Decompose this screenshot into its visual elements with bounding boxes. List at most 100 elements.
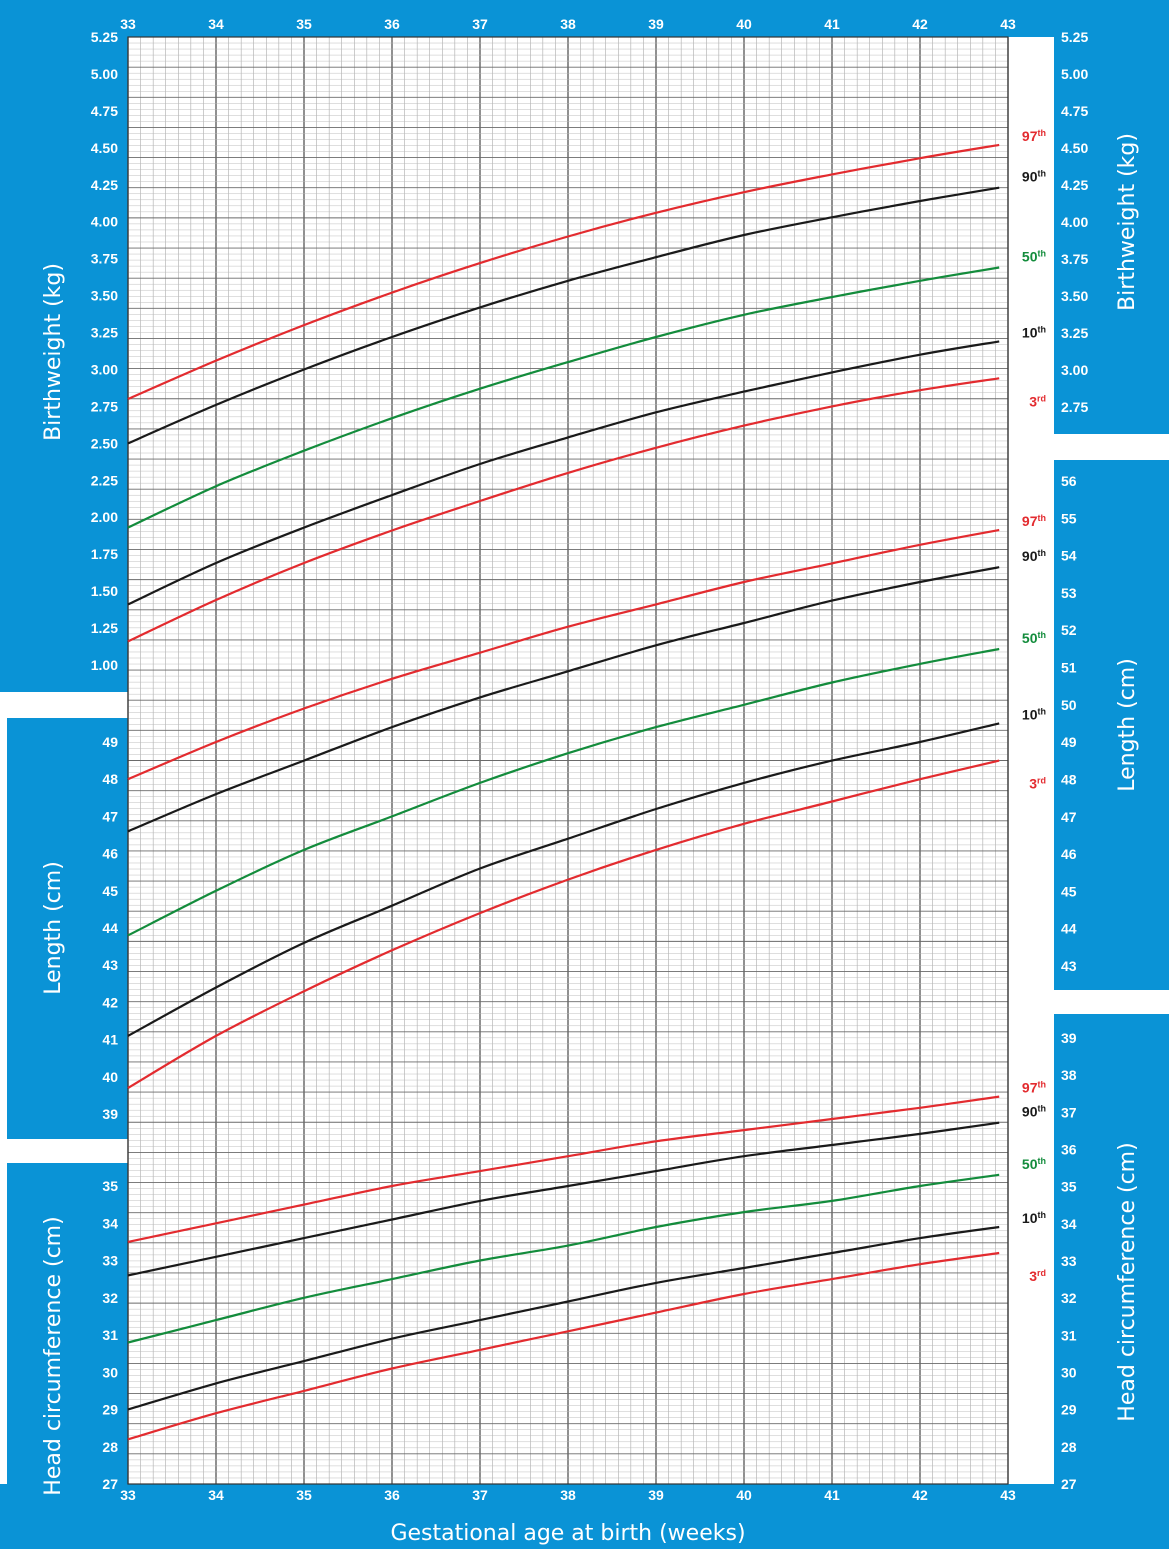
y-tick-right: 32 <box>1061 1290 1077 1306</box>
y-tick-right: 4.00 <box>1061 214 1088 230</box>
chart-labels: 33 33 34 34 35 35 36 36 37 37 38 38 39 39 40 40 41 41 42 42… <box>41 16 1140 1546</box>
curve-1-p3 <box>127 377 1000 643</box>
percentile-label-1-p97: 97th <box>1022 128 1046 144</box>
y-tick-right: 27 <box>1061 1476 1077 1492</box>
y-tick-left: 41 <box>102 1032 118 1048</box>
x-tick-bottom: 36 <box>384 1487 400 1503</box>
y-tick-left: 42 <box>102 994 118 1010</box>
percentile-label-column <box>1008 37 1054 1484</box>
percentile-label-1-p50: 50th <box>1022 249 1046 265</box>
x-tick-bottom: 43 <box>1000 1487 1016 1503</box>
x-tick-top: 42 <box>912 16 928 32</box>
percentile-label-3-p3: 3rd <box>1029 1268 1046 1284</box>
right-panel-2 <box>1054 460 1169 990</box>
top-axis-band <box>0 0 1169 37</box>
y-tick-left: 35 <box>102 1178 118 1194</box>
y-tick-left: 2.25 <box>91 472 118 488</box>
y-tick-right: 4.75 <box>1061 103 1088 119</box>
y-tick-right: 36 <box>1061 1142 1077 1158</box>
y-tick-left: 44 <box>102 920 118 936</box>
y-tick-right: 46 <box>1061 846 1077 862</box>
y-tick-right: 2.75 <box>1061 399 1088 415</box>
percentile-label-3-p90: 90th <box>1022 1104 1046 1120</box>
y-tick-left: 34 <box>102 1215 118 1231</box>
left-panel-2 <box>7 718 128 1139</box>
y-tick-right: 56 <box>1061 473 1077 489</box>
x-axis-title: Gestational age at birth (weeks) <box>390 1521 745 1546</box>
y-tick-left: 32 <box>102 1290 118 1306</box>
y-tick-right: 48 <box>1061 771 1077 787</box>
percentile-label-1-p90: 90th <box>1022 169 1046 185</box>
curve-3-p97 <box>127 1095 1000 1243</box>
y-tick-left: 3.50 <box>91 288 118 304</box>
y-tick-left: 1.50 <box>91 583 118 599</box>
y-tick-right: 47 <box>1061 809 1077 825</box>
bottom-axis-band <box>0 1484 1169 1549</box>
y-tick-left: 31 <box>102 1327 118 1343</box>
y-tick-right: 30 <box>1061 1365 1077 1381</box>
y-axis-title-right: Birthweight (kg) <box>1115 133 1140 311</box>
y-tick-right: 37 <box>1061 1104 1077 1120</box>
y-tick-left: 48 <box>102 771 118 787</box>
x-tick-bottom: 38 <box>560 1487 576 1503</box>
y-tick-right: 54 <box>1061 548 1077 564</box>
x-tick-bottom: 39 <box>648 1487 664 1503</box>
percentile-label-3-p50: 50th <box>1022 1156 1046 1172</box>
y-tick-right: 38 <box>1061 1067 1077 1083</box>
percentile-label-2-p3: 3rd <box>1029 776 1046 792</box>
x-tick-bottom: 42 <box>912 1487 928 1503</box>
curve-3-p90 <box>127 1121 1000 1277</box>
percentile-label-2-p97: 97th <box>1022 513 1046 529</box>
y-tick-right: 5.00 <box>1061 66 1088 82</box>
y-tick-right: 31 <box>1061 1327 1077 1343</box>
y-tick-left: 4.00 <box>91 214 118 230</box>
curve-3-p3 <box>127 1251 1000 1441</box>
percentile-label-1-p10: 10th <box>1022 324 1046 340</box>
y-tick-right: 53 <box>1061 585 1077 601</box>
y-tick-right: 51 <box>1061 660 1077 676</box>
plot-border <box>127 36 1009 1485</box>
y-tick-left: 4.50 <box>91 140 118 156</box>
y-tick-left: 1.25 <box>91 620 118 636</box>
y-tick-left: 2.75 <box>91 398 118 414</box>
curve-2-p3 <box>127 759 1000 1089</box>
right-panel-3 <box>1054 1014 1169 1549</box>
percentile-label-2-p10: 10th <box>1022 706 1046 722</box>
y-tick-right: 55 <box>1061 510 1077 526</box>
y-axis-title-left: Length (cm) <box>41 861 66 995</box>
curve-2-p50 <box>127 647 1000 937</box>
x-tick-bottom: 40 <box>736 1487 752 1503</box>
y-tick-left: 49 <box>102 734 118 750</box>
percentile-label-3-p10: 10th <box>1022 1210 1046 1226</box>
y-tick-left: 40 <box>102 1069 118 1085</box>
y-tick-right: 50 <box>1061 697 1077 713</box>
y-tick-left: 5.25 <box>91 29 118 45</box>
percentile-label-2-p90: 90th <box>1022 548 1046 564</box>
left-panel-1 <box>0 0 128 692</box>
y-tick-left: 2.00 <box>91 509 118 525</box>
x-tick-top: 35 <box>296 16 312 32</box>
y-tick-right: 3.75 <box>1061 251 1088 267</box>
y-tick-right: 4.50 <box>1061 140 1088 156</box>
x-tick-top: 38 <box>560 16 576 32</box>
y-tick-left: 33 <box>102 1253 118 1269</box>
curve-1-p10 <box>127 340 1000 606</box>
y-tick-right: 33 <box>1061 1253 1077 1269</box>
curve-2-p90 <box>127 566 1000 833</box>
y-tick-right: 34 <box>1061 1216 1077 1232</box>
y-tick-right: 29 <box>1061 1402 1077 1418</box>
curve-1-p50 <box>127 266 1000 529</box>
x-tick-top: 33 <box>120 16 136 32</box>
y-axis-title-right: Length (cm) <box>1115 658 1140 792</box>
y-tick-right: 45 <box>1061 883 1077 899</box>
y-tick-left: 45 <box>102 883 118 899</box>
y-tick-left: 1.75 <box>91 546 118 562</box>
y-tick-left: 4.25 <box>91 177 118 193</box>
percentile-label-3-p97: 97th <box>1022 1080 1046 1096</box>
right-panel-1 <box>1054 0 1169 434</box>
y-tick-left: 3.00 <box>91 361 118 377</box>
y-tick-right: 5.25 <box>1061 29 1088 45</box>
y-tick-left: 3.25 <box>91 325 118 341</box>
y-tick-left: 5.00 <box>91 66 118 82</box>
percentile-label-1-p3: 3rd <box>1029 393 1046 409</box>
